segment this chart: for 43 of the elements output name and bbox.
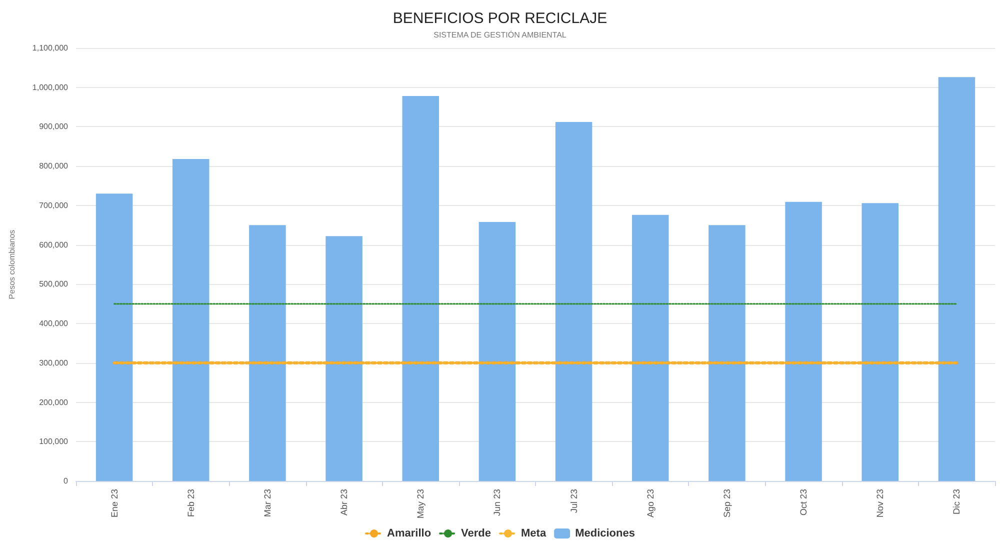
chart-title: BENEFICIOS POR RECICLAJE — [392, 10, 608, 27]
y-tick-label: 1,100,000 — [32, 44, 69, 52]
chart-subtitle: SISTEMA DE GESTIÓN AMBIENTAL — [434, 30, 567, 40]
legend-label: Amarillo — [387, 528, 432, 540]
x-tick-label: Nov 23 — [875, 489, 886, 518]
legend-label: Verde — [461, 528, 492, 540]
bar — [708, 225, 746, 481]
x-tick-label: Abr 23 — [339, 489, 350, 516]
y-tick-label: 500,000 — [39, 280, 69, 289]
bar — [632, 214, 669, 481]
y-axis-title: Pesos colombianos — [8, 230, 16, 300]
x-tick-label: Sep 23 — [722, 489, 732, 518]
y-tick-label: 0 — [64, 476, 69, 486]
x-tick-label: Oct 23 — [798, 489, 809, 516]
x-tick-label: Mar 23 — [262, 489, 272, 518]
bar — [938, 77, 976, 481]
x-tick-label: Feb 23 — [186, 489, 196, 518]
y-tick-label: 600,000 — [39, 240, 69, 250]
y-tick-label: 100,000 — [39, 437, 69, 446]
y-tick-label: 900,000 — [39, 122, 69, 132]
y-tick-label: 700,000 — [39, 200, 69, 210]
bar — [96, 194, 133, 481]
bar — [785, 202, 822, 481]
bar — [326, 236, 362, 481]
x-tick-label: Ago 23 — [645, 489, 656, 518]
y-tick-label: 400,000 — [39, 319, 69, 328]
y-tick-label: 300,000 — [39, 358, 69, 368]
y-tick-label: 1,000,000 — [32, 82, 69, 92]
bar — [555, 122, 592, 481]
y-tick-label: 200,000 — [39, 398, 69, 407]
bar — [249, 225, 286, 481]
bar — [402, 96, 440, 481]
bar — [172, 159, 210, 481]
x-tick-label: Jul 23 — [568, 489, 579, 514]
bar — [478, 222, 516, 481]
x-tick-label: Jun 23 — [492, 489, 502, 516]
legend-label: Meta — [521, 528, 547, 540]
legend-label: Mediciones — [575, 528, 635, 540]
bar — [862, 203, 899, 481]
x-tick-label: Ene 23 — [109, 489, 120, 518]
y-tick-label: 800,000 — [39, 162, 69, 171]
x-tick-label: May 23 — [416, 489, 426, 519]
x-tick-label: Dic 23 — [952, 489, 962, 515]
